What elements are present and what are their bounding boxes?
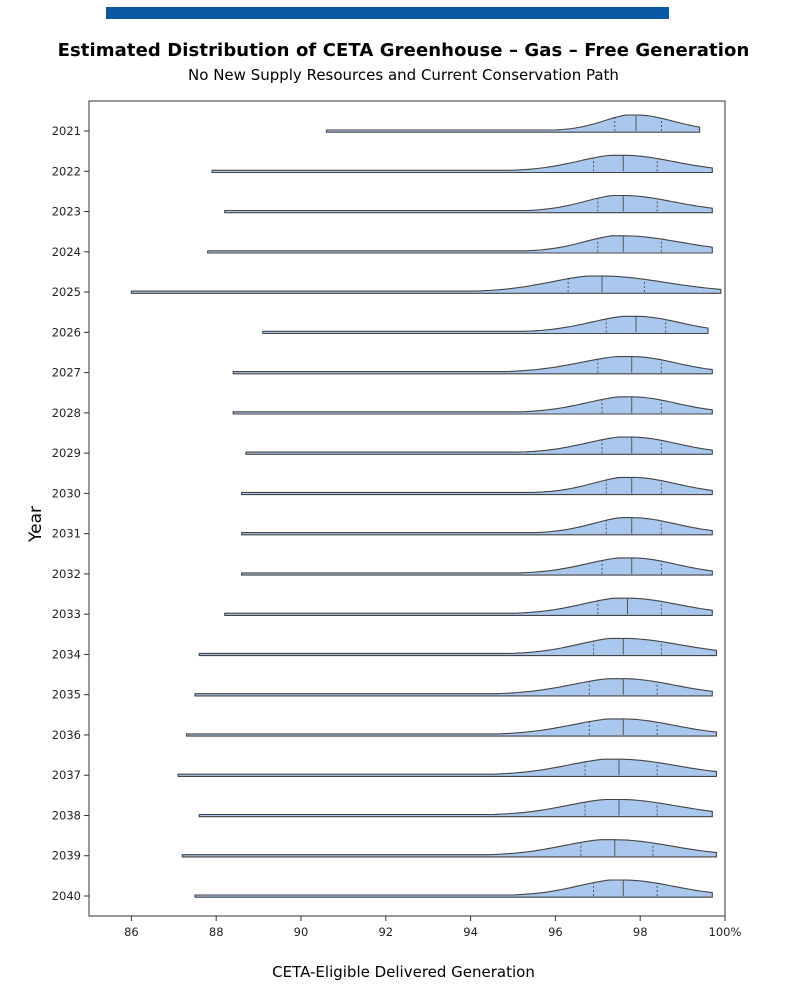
violin-2035 [194, 678, 713, 697]
y-tick-label-2026: 2026 [52, 325, 81, 339]
y-tick-label-2038: 2038 [52, 808, 81, 822]
y-tick-label-2024: 2024 [52, 245, 81, 259]
x-tick-label-100: 100% [709, 925, 742, 939]
y-tick-label-2035: 2035 [52, 688, 81, 702]
violin-2025 [130, 275, 722, 294]
x-tick-label-96: 96 [548, 925, 563, 939]
y-tick-label-2030: 2030 [52, 486, 81, 500]
y-tick-label-2029: 2029 [52, 446, 81, 460]
y-tick-label-2039: 2039 [52, 849, 81, 863]
plot-frame [88, 100, 726, 917]
y-tick-label-2036: 2036 [52, 728, 81, 742]
y-tick-label-2022: 2022 [52, 164, 81, 178]
x-axis-label: CETA-Eligible Delivered Generation [272, 963, 535, 981]
y-tick-label-2028: 2028 [52, 406, 81, 420]
chart-title: Estimated Distribution of CETA Greenhous… [57, 40, 750, 61]
y-tick-label-2027: 2027 [52, 366, 81, 380]
violin-2039 [181, 839, 718, 858]
x-tick-label-94: 94 [463, 925, 478, 939]
y-tick-label-2032: 2032 [52, 567, 81, 581]
violin-2024 [207, 235, 713, 254]
x-tick-label-92: 92 [378, 925, 393, 939]
violin-2029 [245, 436, 713, 455]
y-tick-label-2037: 2037 [52, 768, 81, 782]
violin-2027 [232, 356, 713, 375]
violin-2023 [224, 194, 713, 214]
violin-2036 [185, 718, 718, 737]
violin-2026 [262, 315, 709, 335]
violin-2031 [241, 517, 713, 536]
y-tick-label-2023: 2023 [52, 205, 81, 219]
violin-2021 [325, 114, 701, 133]
y-tick-label-2040: 2040 [52, 889, 81, 903]
y-tick-label-2034: 2034 [52, 647, 81, 661]
violin-2030 [241, 476, 713, 496]
y-tick-label-2031: 2031 [52, 527, 81, 541]
violin-2033 [224, 597, 713, 616]
violin-2038 [198, 798, 713, 818]
x-tick-label-86: 86 [124, 925, 139, 939]
x-tick-label-88: 88 [209, 925, 224, 939]
violin-2028 [232, 396, 713, 415]
y-tick-label-2025: 2025 [52, 285, 81, 299]
violin-2034 [198, 637, 718, 657]
chart-subtitle: No New Supply Resources and Current Cons… [188, 66, 619, 84]
x-tick-label-98: 98 [633, 925, 648, 939]
header-bar [106, 7, 669, 19]
violin-2040 [194, 879, 713, 898]
violin-2022 [211, 154, 713, 174]
x-tick-label-90: 90 [294, 925, 309, 939]
violin-2037 [177, 758, 718, 777]
y-tick-label-2021: 2021 [52, 124, 81, 138]
y-tick-label-2033: 2033 [52, 607, 81, 621]
violin-2032 [241, 557, 713, 576]
